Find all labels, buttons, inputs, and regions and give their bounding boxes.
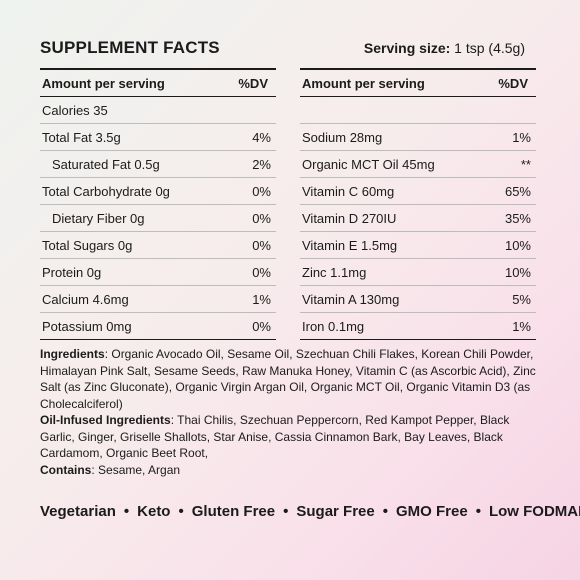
table-row: Protein 0g 0% (40, 259, 276, 286)
nutrient-name: Potassium 0mg (42, 318, 132, 334)
nutrient-dv: 2% (252, 156, 271, 172)
diet-claims: Vegetarian • Keto • Gluten Free • Sugar Free • G… (40, 503, 580, 520)
table-row: Iron 0.1mg 1% (300, 313, 536, 340)
nutrient-dv: 1% (512, 129, 531, 145)
nutrient-name: Organic MCT Oil 45mg (302, 156, 435, 172)
nutrient-name: Saturated Fat 0.5g (52, 156, 160, 172)
diet-claim: Vegetarian (40, 503, 116, 520)
diet-claim: Low FODMAP (488, 503, 580, 520)
serving-size: Serving size: 1 tsp (4.5g) (364, 40, 525, 56)
claim-separator: • (475, 503, 481, 520)
table-row: Vitamin D 270IU 35% (300, 205, 536, 232)
nutrient-dv: 5% (512, 291, 531, 307)
oil-infused-text: Oil-Infused Ingredients: Thai Chilis, Sz… (40, 412, 540, 462)
nutrient-dv: 1% (512, 318, 531, 334)
table-row: Total Carbohydrate 0g 0% (40, 178, 276, 205)
table-row: Total Sugars 0g 0% (40, 232, 276, 259)
claim-separator: • (123, 503, 130, 520)
nutrient-name: Total Fat 3.5g (42, 129, 121, 145)
table-row: Calcium 4.6mg 1% (40, 286, 276, 313)
header-amount: Amount per serving (302, 75, 425, 91)
diet-claim: Gluten Free (191, 503, 276, 520)
nutrient-name: Total Carbohydrate 0g (42, 183, 170, 199)
table-row: Zinc 1.1mg 10% (300, 259, 536, 286)
table-row: Vitamin A 130mg 5% (300, 286, 536, 313)
diet-claim: Keto (137, 503, 171, 520)
contains-label: Contains (40, 463, 92, 477)
nutrition-table-left: Amount per serving %DV Calories 35 Total … (40, 68, 276, 340)
nutrient-dv: 0% (252, 318, 271, 334)
nutrient-dv: 1% (252, 291, 271, 307)
diet-claim: GMO Free (396, 503, 468, 520)
nutrient-dv: 10% (504, 237, 531, 253)
oil-infused-label: Oil-Infused Ingredients (40, 413, 171, 427)
nutrient-name: Calories 35 (42, 102, 108, 118)
serving-size-value: 1 tsp (4.5g) (450, 40, 525, 56)
ingredients-text: Ingredients: Organic Avocado Oil, Sesame… (40, 346, 540, 412)
panel-title: SUPPLEMENT FACTS (40, 38, 220, 57)
nutrient-name: Vitamin D 270IU (302, 210, 397, 226)
nutrient-dv: 0% (252, 237, 271, 253)
nutrient-name: Sodium 28mg (302, 129, 383, 145)
table-row: Sodium 28mg 1% (300, 124, 536, 151)
nutrient-dv: 0% (252, 183, 271, 199)
nutrition-table-right: Amount per serving %DV Sodium 28mg 1% Orga… (300, 68, 536, 340)
table-row: Dietary Fiber 0g 0% (40, 205, 276, 232)
nutrient-dv: 65% (504, 183, 531, 199)
claim-separator: • (283, 503, 289, 520)
nutrient-name: Vitamin A 130mg (302, 291, 400, 307)
ingredients-label: Ingredients (40, 347, 105, 361)
nutrient-name: Total Sugars 0g (42, 237, 133, 253)
diet-claim: Sugar Free (296, 503, 375, 520)
nutrient-name: Calcium 4.6mg (42, 291, 129, 307)
oil-infused-list: : Thai Chilis, Szechuan Peppercorn, Red … (40, 413, 510, 460)
nutrient-dv: ** (520, 156, 531, 172)
table-header: Amount per serving %DV (300, 70, 536, 97)
nutrient-dv: 10% (504, 264, 531, 280)
header-dv: %DV (498, 75, 528, 91)
nutrient-name: Dietary Fiber 0g (52, 210, 145, 226)
nutrient-dv: 35% (504, 210, 531, 226)
table-row: Organic MCT Oil 45mg ** (300, 151, 536, 178)
table-row (300, 97, 536, 124)
table-row: Saturated Fat 0.5g 2% (40, 151, 276, 178)
ingredients-list: : Organic Avocado Oil, Sesame Oil, Szech… (40, 347, 536, 411)
table-header: Amount per serving %DV (40, 70, 276, 97)
contains-list: : Sesame, Argan (91, 463, 181, 477)
nutrient-name: Zinc 1.1mg (302, 264, 367, 280)
table-row: Potassium 0mg 0% (40, 313, 276, 340)
claim-separator: • (178, 503, 184, 520)
nutrient-name: Protein 0g (42, 264, 102, 280)
nutrient-dv: 0% (252, 264, 271, 280)
table-row: Total Fat 3.5g 4% (40, 124, 276, 151)
header-amount: Amount per serving (42, 75, 165, 91)
nutrient-name: Vitamin E 1.5mg (302, 237, 398, 253)
serving-size-label: Serving size: (363, 40, 451, 56)
nutrient-dv: 0% (252, 210, 271, 226)
contains-text: Contains: Sesame, Argan (40, 462, 540, 479)
header-dv: %DV (238, 75, 268, 91)
nutrient-name: Iron 0.1mg (302, 318, 365, 334)
nutrient-name: Vitamin C 60mg (302, 183, 395, 199)
nutrient-dv: 4% (252, 129, 271, 145)
table-row: Calories 35 (40, 97, 276, 124)
claim-separator: • (382, 503, 389, 520)
table-row: Vitamin E 1.5mg 10% (300, 232, 536, 259)
table-row: Vitamin C 60mg 65% (300, 178, 536, 205)
